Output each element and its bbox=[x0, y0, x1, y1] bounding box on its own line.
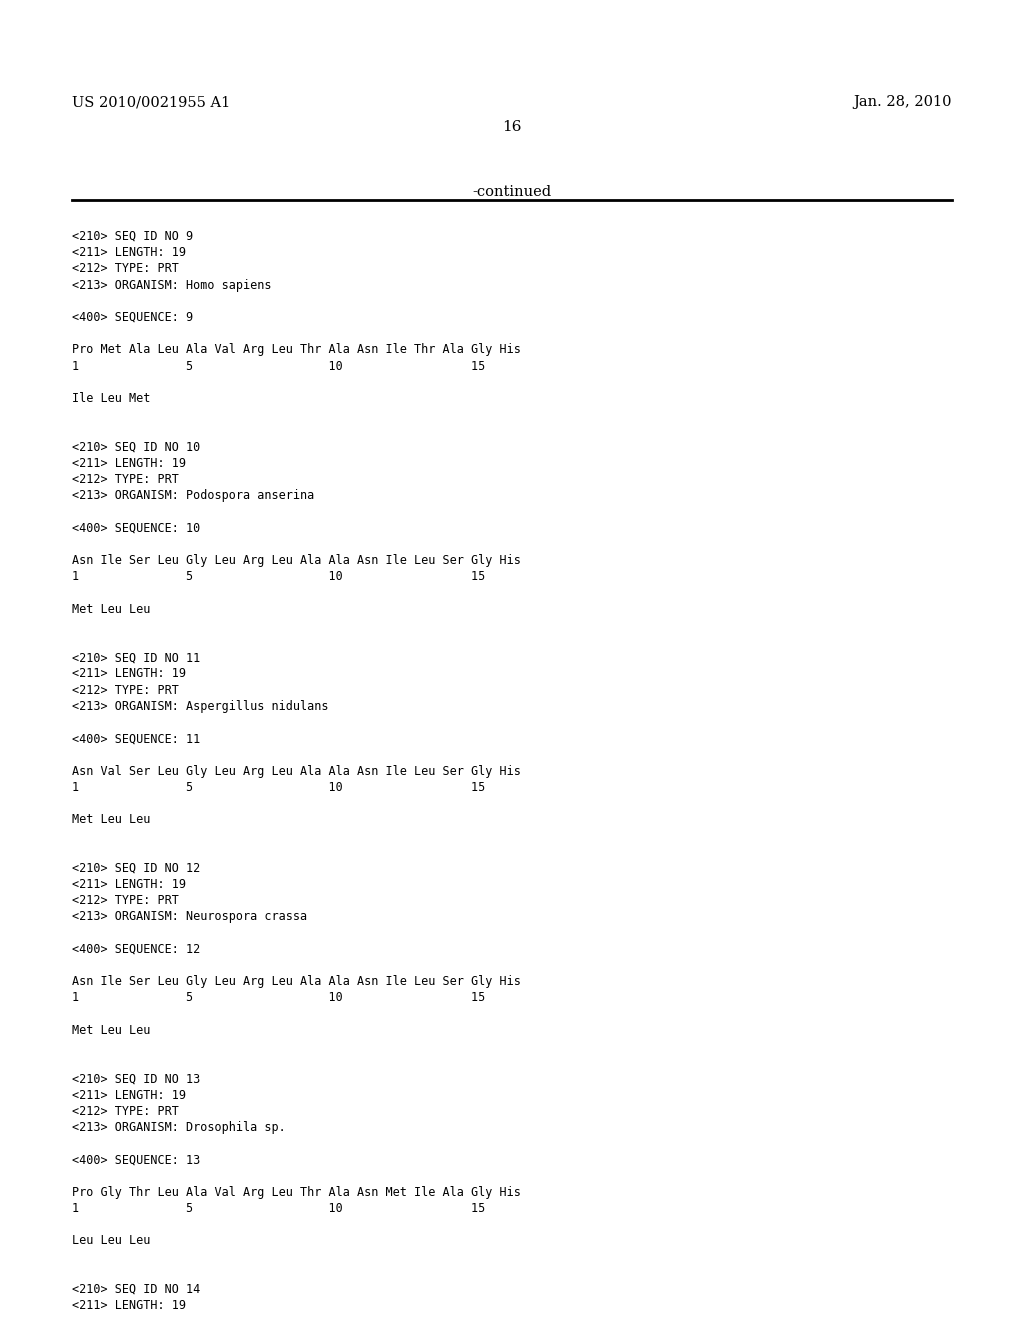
Text: 1               5                   10                  15: 1 5 10 15 bbox=[72, 781, 485, 793]
Text: <212> TYPE: PRT: <212> TYPE: PRT bbox=[72, 1105, 179, 1118]
Text: 1               5                   10                  15: 1 5 10 15 bbox=[72, 359, 485, 372]
Text: <213> ORGANISM: Podospora anserina: <213> ORGANISM: Podospora anserina bbox=[72, 490, 314, 502]
Text: Asn Ile Ser Leu Gly Leu Arg Leu Ala Ala Asn Ile Leu Ser Gly His: Asn Ile Ser Leu Gly Leu Arg Leu Ala Ala … bbox=[72, 975, 521, 989]
Text: 1               5                   10                  15: 1 5 10 15 bbox=[72, 1203, 485, 1214]
Text: <211> LENGTH: 19: <211> LENGTH: 19 bbox=[72, 247, 186, 259]
Text: <400> SEQUENCE: 12: <400> SEQUENCE: 12 bbox=[72, 942, 201, 956]
Text: <213> ORGANISM: Drosophila sp.: <213> ORGANISM: Drosophila sp. bbox=[72, 1121, 286, 1134]
Text: 16: 16 bbox=[502, 120, 522, 135]
Text: <211> LENGTH: 19: <211> LENGTH: 19 bbox=[72, 1299, 186, 1312]
Text: Met Leu Leu: Met Leu Leu bbox=[72, 603, 151, 615]
Text: Asn Ile Ser Leu Gly Leu Arg Leu Ala Ala Asn Ile Leu Ser Gly His: Asn Ile Ser Leu Gly Leu Arg Leu Ala Ala … bbox=[72, 554, 521, 568]
Text: <210> SEQ ID NO 9: <210> SEQ ID NO 9 bbox=[72, 230, 194, 243]
Text: <210> SEQ ID NO 14: <210> SEQ ID NO 14 bbox=[72, 1283, 201, 1296]
Text: <211> LENGTH: 19: <211> LENGTH: 19 bbox=[72, 668, 186, 680]
Text: Pro Gly Thr Leu Ala Val Arg Leu Thr Ala Asn Met Ile Ala Gly His: Pro Gly Thr Leu Ala Val Arg Leu Thr Ala … bbox=[72, 1185, 521, 1199]
Text: <400> SEQUENCE: 11: <400> SEQUENCE: 11 bbox=[72, 733, 201, 746]
Text: Ile Leu Met: Ile Leu Met bbox=[72, 392, 151, 405]
Text: <210> SEQ ID NO 10: <210> SEQ ID NO 10 bbox=[72, 441, 201, 454]
Text: Met Leu Leu: Met Leu Leu bbox=[72, 813, 151, 826]
Text: Leu Leu Leu: Leu Leu Leu bbox=[72, 1234, 151, 1247]
Text: <212> TYPE: PRT: <212> TYPE: PRT bbox=[72, 894, 179, 907]
Text: <210> SEQ ID NO 11: <210> SEQ ID NO 11 bbox=[72, 651, 201, 664]
Text: <211> LENGTH: 19: <211> LENGTH: 19 bbox=[72, 457, 186, 470]
Text: <400> SEQUENCE: 10: <400> SEQUENCE: 10 bbox=[72, 521, 201, 535]
Text: 1               5                   10                  15: 1 5 10 15 bbox=[72, 570, 485, 583]
Text: <211> LENGTH: 19: <211> LENGTH: 19 bbox=[72, 1089, 186, 1102]
Text: <210> SEQ ID NO 12: <210> SEQ ID NO 12 bbox=[72, 862, 201, 875]
Text: <212> TYPE: PRT: <212> TYPE: PRT bbox=[72, 684, 179, 697]
Text: -continued: -continued bbox=[472, 185, 552, 199]
Text: <400> SEQUENCE: 13: <400> SEQUENCE: 13 bbox=[72, 1154, 201, 1167]
Text: <212> TYPE: PRT: <212> TYPE: PRT bbox=[72, 263, 179, 276]
Text: <213> ORGANISM: Neurospora crassa: <213> ORGANISM: Neurospora crassa bbox=[72, 911, 307, 924]
Text: Pro Met Ala Leu Ala Val Arg Leu Thr Ala Asn Ile Thr Ala Gly His: Pro Met Ala Leu Ala Val Arg Leu Thr Ala … bbox=[72, 343, 521, 356]
Text: 1               5                   10                  15: 1 5 10 15 bbox=[72, 991, 485, 1005]
Text: <210> SEQ ID NO 13: <210> SEQ ID NO 13 bbox=[72, 1072, 201, 1085]
Text: <213> ORGANISM: Aspergillus nidulans: <213> ORGANISM: Aspergillus nidulans bbox=[72, 700, 329, 713]
Text: <211> LENGTH: 19: <211> LENGTH: 19 bbox=[72, 878, 186, 891]
Text: <212> TYPE: PRT: <212> TYPE: PRT bbox=[72, 473, 179, 486]
Text: <400> SEQUENCE: 9: <400> SEQUENCE: 9 bbox=[72, 312, 194, 323]
Text: Jan. 28, 2010: Jan. 28, 2010 bbox=[853, 95, 952, 110]
Text: US 2010/0021955 A1: US 2010/0021955 A1 bbox=[72, 95, 230, 110]
Text: Met Leu Leu: Met Leu Leu bbox=[72, 1024, 151, 1036]
Text: Asn Val Ser Leu Gly Leu Arg Leu Ala Ala Asn Ile Leu Ser Gly His: Asn Val Ser Leu Gly Leu Arg Leu Ala Ala … bbox=[72, 764, 521, 777]
Text: <213> ORGANISM: Homo sapiens: <213> ORGANISM: Homo sapiens bbox=[72, 279, 271, 292]
